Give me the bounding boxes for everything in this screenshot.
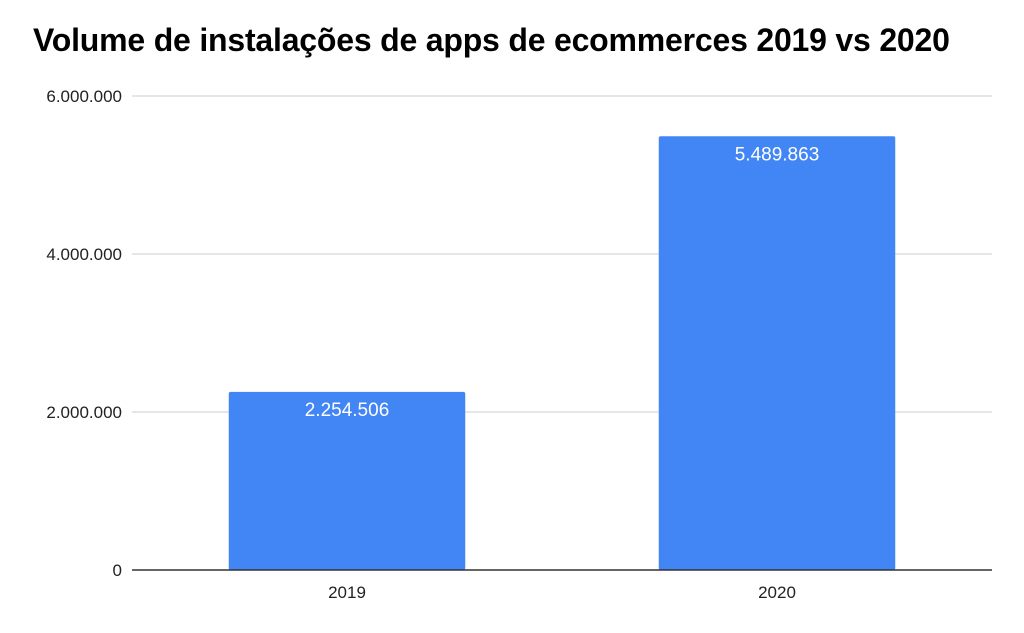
bar-data-label: 5.489.863 <box>735 144 820 165</box>
chart-title: Volume de instalações de apps de ecommer… <box>33 22 950 58</box>
x-tick-label: 2020 <box>758 583 796 602</box>
y-tick-label: 6.000.000 <box>46 87 122 106</box>
y-tick-label: 4.000.000 <box>46 245 122 264</box>
bar <box>228 391 466 570</box>
y-tick-label: 0 <box>113 561 122 580</box>
y-tick-label: 2.000.000 <box>46 403 122 422</box>
bar <box>658 136 896 570</box>
x-tick-label: 2019 <box>328 583 366 602</box>
bar-data-label: 2.254.506 <box>305 400 390 421</box>
